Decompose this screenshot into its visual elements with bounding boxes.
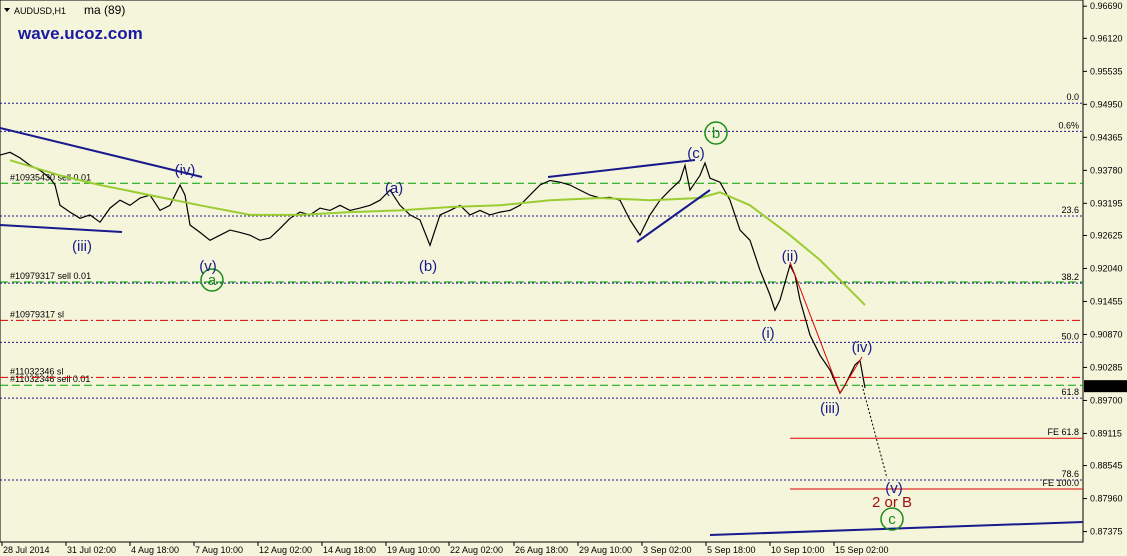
x-tick-label: 22 Aug 02:00 [450,545,503,555]
y-tick-label: 0.91455 [1090,296,1123,306]
y-tick-label: 0.94365 [1090,132,1123,142]
y-tick-label: 0.93780 [1090,165,1123,175]
wave-label: (v) [885,480,903,497]
level-label: 78.6 [1061,469,1079,479]
y-tick-label: 0.92040 [1090,263,1123,273]
x-tick-label: 3 Sep 02:00 [643,545,692,555]
wave-label: (a) [385,180,403,197]
y-tick-label: 0.93195 [1090,198,1123,208]
wave-label: (b) [419,258,437,275]
wave-label: (iii) [72,238,92,255]
x-tick-label: 5 Sep 18:00 [707,545,756,555]
x-tick-label: 19 Aug 10:00 [387,545,440,555]
x-tick-label: 31 Jul 02:00 [67,545,116,555]
level-label: #10979317 sell 0.01 [10,271,91,281]
x-tick-label: 26 Aug 18:00 [515,545,568,555]
y-tick-label: 0.87375 [1090,527,1123,537]
wave-label: 2 or B [872,494,912,511]
trend-line [636,189,711,243]
watermark: wave.ucoz.com [17,24,143,43]
wave-label: b [712,125,720,142]
y-tick-label: 0.95535 [1090,66,1123,76]
level-label: #11032346 sl [10,366,63,376]
level-label: 38.2 [1061,272,1079,282]
level-label: 0.6% [1058,120,1079,130]
x-tick-label: 7 Aug 10:00 [195,545,243,555]
last-price-label: 0.89953 [1088,381,1121,391]
x-tick-label: 12 Aug 02:00 [259,545,312,555]
y-tick-label: 0.89700 [1090,395,1123,405]
wave-label: (c) [687,145,705,162]
level-label: FE 61.8 [1047,427,1079,437]
wave-label: c [888,511,896,528]
levels: 0.0 0.6% 23.6 38.2 50.0 61.8 78.6 #10935430 sel… [0,92,1083,490]
level-label: #10935430 sell 0.01 [10,172,91,182]
y-tick-label: 0.92625 [1090,230,1123,240]
wave-label: (iii) [820,400,840,417]
y-tick-label: 0.96120 [1090,33,1123,43]
wave-label: (v) [199,258,217,275]
wave-label: a [208,272,217,289]
wave-label: (ii) [782,248,799,265]
y-tick-label: 0.88545 [1090,461,1123,471]
level-label: FE 100.0 [1042,478,1079,488]
level-label: 0.0 [1066,92,1079,102]
projection-line [861,384,888,479]
indicator-label: ma (89) [84,3,125,17]
level-label: #11032346 sell 0.01 [10,374,90,384]
price-line [9,159,866,306]
level-label: 50.0 [1061,331,1079,341]
y-tick-label: 0.96690 [1090,1,1123,11]
menu-arrow [4,8,10,12]
y-tick-label: 0.90870 [1090,329,1123,339]
series [0,151,866,395]
symbol-label: AUDUSD,H1 [14,6,66,16]
wave-label: (iv) [852,339,873,356]
x-tick-label: 14 Aug 18:00 [323,545,376,555]
plot-area [0,0,1084,543]
last-price-box [1084,380,1127,393]
trend-line [547,159,696,178]
wave-label: (iv) [175,162,196,179]
wave-circle [880,507,904,531]
trend-line [0,224,123,233]
x-tick-label: 10 Sep 10:00 [771,545,825,555]
y-tick-label: 0.94950 [1090,99,1123,109]
trend-line [0,127,203,178]
wave-circle [200,268,224,292]
level-label: #10979317 sl [10,309,64,319]
y-tick-label: 0.90285 [1090,362,1123,372]
y-tick-label: 0.87960 [1090,494,1123,504]
wave-circle [704,121,728,145]
wave-line [839,356,863,394]
y-tick-label: 0.89115 [1090,428,1122,438]
x-tick-label: 29 Aug 10:00 [579,545,632,555]
level-label: 23.6 [1061,205,1079,215]
level-label: 61.8 [1061,387,1079,397]
x-tick-label: 15 Sep 02:00 [835,545,889,555]
wave-line [789,261,841,394]
x-tick-label: 28 Jul 2014 [3,545,50,555]
x-tick-label: 4 Aug 18:00 [131,545,179,555]
wave-label: (i) [761,325,774,342]
